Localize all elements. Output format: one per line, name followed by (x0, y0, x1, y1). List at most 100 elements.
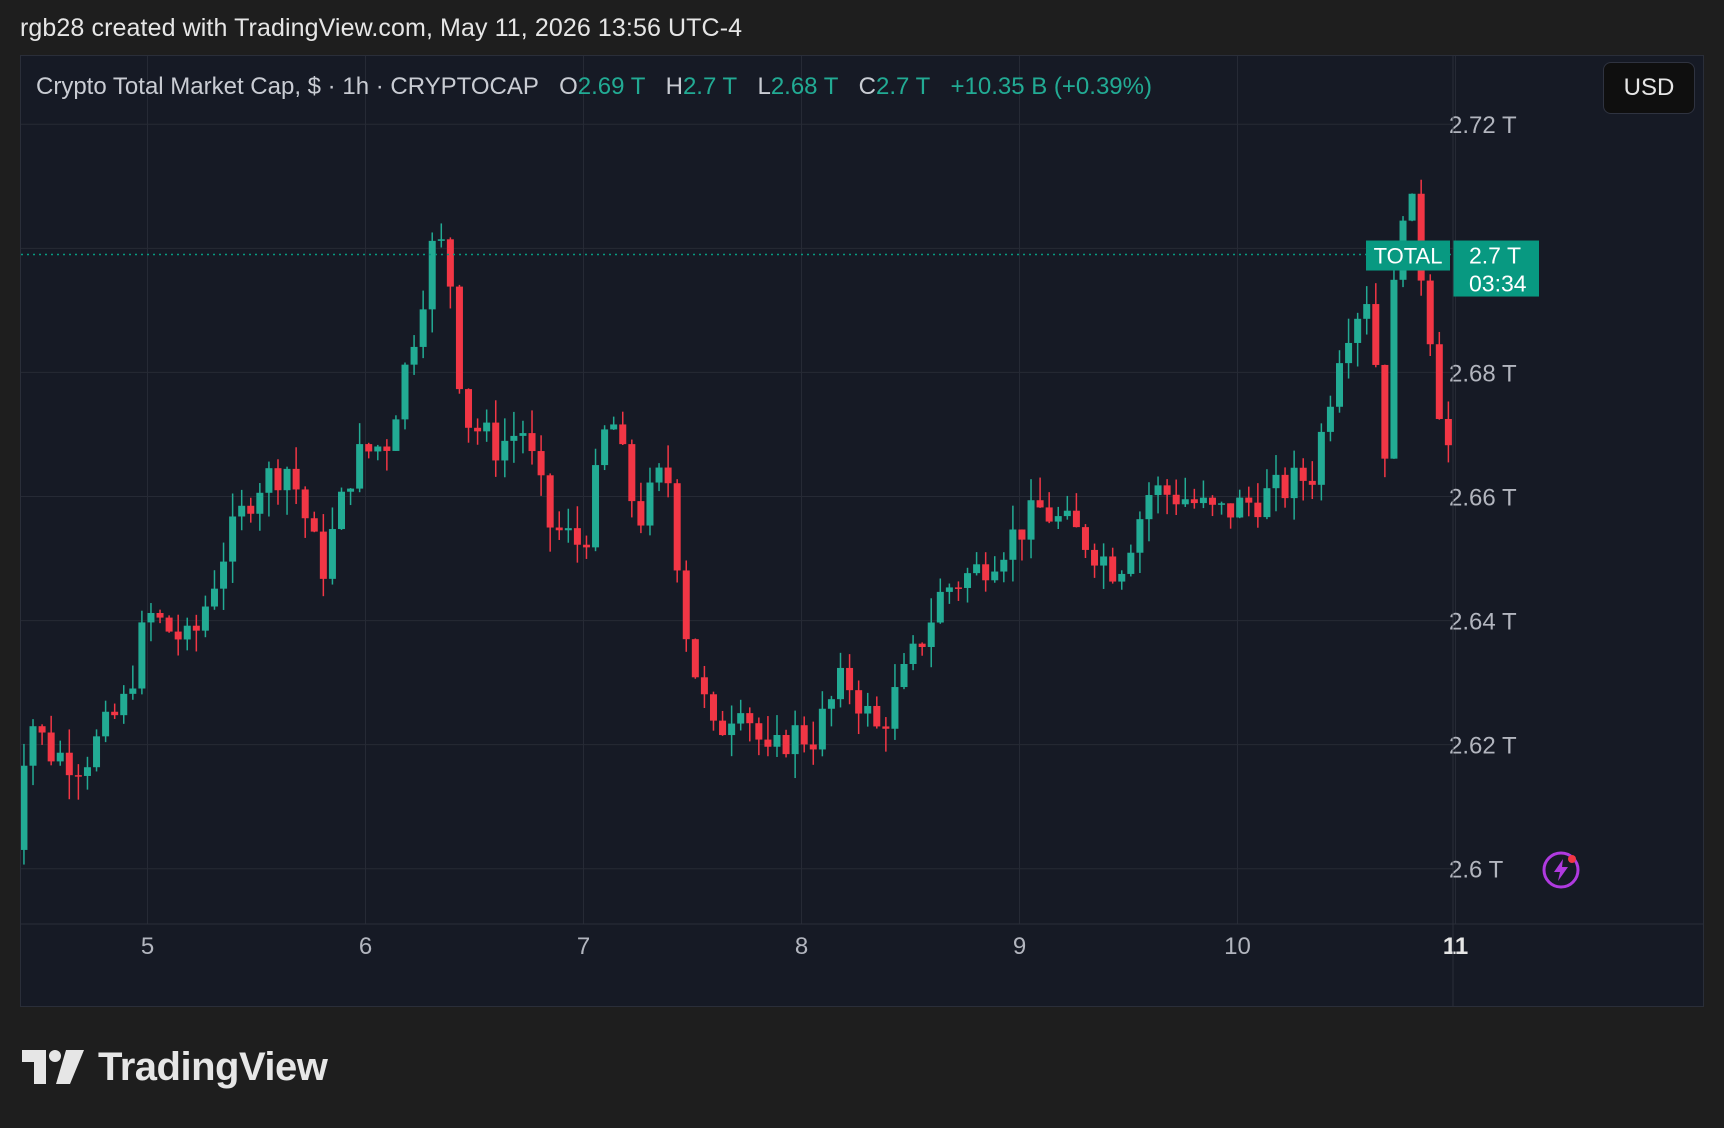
candle-body (918, 643, 926, 648)
candle-body (1417, 193, 1425, 281)
candle-body (183, 625, 191, 640)
y-tick-label: 2.72 T (1449, 112, 1517, 139)
candle-body (954, 587, 962, 589)
candle-body (709, 694, 717, 721)
change-value: +10.35 B (+0.39%) (950, 73, 1152, 100)
candle-body (356, 444, 364, 489)
candle-body (1326, 406, 1334, 432)
candle-body (1000, 559, 1008, 572)
candle-body (519, 433, 527, 436)
candle-body (138, 622, 146, 689)
candle-body (347, 488, 355, 492)
candle-body (419, 309, 427, 347)
candle-body (1254, 502, 1262, 518)
candle-body (437, 239, 445, 241)
candle-body (1218, 503, 1226, 505)
axes: 2.72 T 2.68 T 2.66 T 2.64 T 2.62 T 2.6 T 5 6 7 8 9… (21, 56, 1703, 1006)
candle-body (483, 422, 491, 432)
candle-body (265, 468, 273, 493)
candle-body (1263, 488, 1271, 518)
price-tag-value: 2.7 T (1469, 243, 1521, 269)
currency-button[interactable]: USD (1603, 62, 1695, 114)
candle-body (827, 699, 835, 709)
candle-body (728, 723, 736, 736)
candle-body (210, 588, 218, 607)
candle-body (29, 726, 37, 766)
symbol-tag: TOTAL (1374, 244, 1443, 269)
candle-body (1072, 510, 1080, 528)
candle-body (982, 564, 990, 581)
candle-body (1272, 474, 1280, 489)
candle-body (21, 765, 28, 850)
candle-body (129, 688, 137, 694)
candle-body (1317, 431, 1325, 485)
candle-body (964, 573, 972, 588)
candle-body (673, 483, 681, 571)
lightning-bolt-icon[interactable] (1541, 850, 1581, 890)
candles (21, 179, 1452, 865)
candle-body (410, 346, 418, 365)
low-label: L (757, 73, 771, 100)
candle-body (83, 767, 91, 776)
candle-body (882, 726, 890, 729)
candle-body (229, 516, 237, 562)
chart-panel[interactable]: TOTAL 2.7 T 03:34 2.72 T 2.68 T 2.66 T 2.64 T… (20, 55, 1704, 1007)
candle-body (102, 711, 110, 737)
candle-body (1027, 500, 1035, 540)
candle-body (537, 451, 545, 476)
candle-body (646, 482, 654, 526)
candle-body (74, 775, 82, 777)
candle-body (510, 435, 518, 441)
candle-body (973, 564, 981, 574)
candle-body (664, 467, 672, 484)
brand-name: TradingView (98, 1044, 328, 1089)
candle-body (165, 617, 173, 632)
y-tick-label: 2.64 T (1449, 609, 1517, 636)
candle-body (446, 239, 454, 287)
candle-body (764, 739, 772, 747)
close-value: 2.7 T (876, 73, 930, 100)
candle-body (1308, 480, 1316, 485)
candle-body (1281, 474, 1289, 499)
candle-body (610, 424, 618, 430)
candle-body (392, 419, 400, 451)
candle-body (1036, 500, 1044, 508)
candle-body (719, 720, 727, 736)
price-tag-bg (1453, 240, 1539, 297)
candlestick-chart[interactable]: TOTAL 2.7 T03:34 2.72 T2.68 T2.66 T2.64 T… (21, 56, 1704, 1007)
candle-body (601, 429, 609, 466)
open-value: 2.69 T (577, 73, 645, 100)
y-tick-label: 2.66 T (1449, 484, 1517, 511)
x-tick-label: 9 (1013, 933, 1026, 960)
candle-body (365, 444, 373, 452)
candle-body (1190, 499, 1198, 504)
candle-body (238, 505, 246, 517)
candle-body (1081, 527, 1089, 550)
x-tick-label: 5 (141, 933, 154, 960)
candle-body (111, 711, 119, 716)
candle-body (319, 531, 327, 579)
candle-body (818, 708, 826, 750)
candle-body (1163, 485, 1171, 495)
candle-body (310, 518, 318, 532)
candle-body (1336, 363, 1344, 407)
candle-body (991, 571, 999, 581)
candle-body (120, 693, 128, 716)
candle-body (274, 468, 282, 491)
candle-body (283, 468, 291, 491)
candle-body (65, 752, 73, 776)
candle-body (864, 705, 872, 714)
candle-body (691, 639, 699, 678)
candle-body (637, 501, 645, 526)
candle-body (1154, 485, 1162, 496)
header-line: rgb28 created with TradingView.com, May … (20, 14, 743, 42)
open-label: O (559, 73, 578, 100)
symbol-tag-bg (1366, 240, 1450, 271)
tradingview-logo-icon (22, 1050, 84, 1084)
candle-body (555, 527, 563, 531)
candle-body (401, 364, 409, 420)
candle-body (582, 544, 590, 548)
y-tick-label: 2.6 T (1449, 857, 1504, 884)
candle-body (1091, 549, 1099, 566)
candle-body (1118, 573, 1126, 582)
